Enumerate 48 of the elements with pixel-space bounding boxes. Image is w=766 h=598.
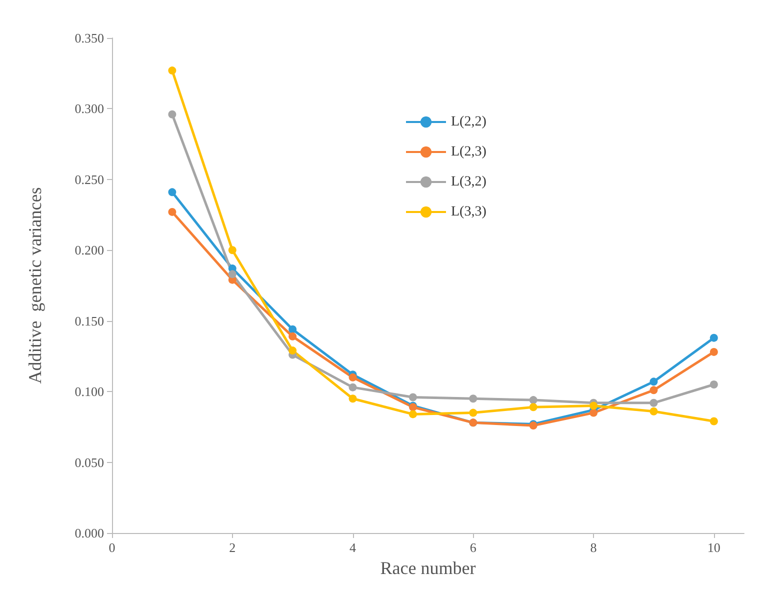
- y-tick-label: 0.050: [74, 454, 104, 470]
- legend-label: L(2,2): [451, 114, 487, 130]
- point: [650, 398, 658, 407]
- point: [288, 332, 297, 340]
- point: [288, 325, 297, 334]
- point: [710, 417, 718, 426]
- y-tick-label: 0.300: [74, 101, 104, 116]
- legend-label: L(3,2): [451, 174, 487, 190]
- point: [168, 110, 176, 118]
- point: [408, 410, 417, 418]
- point: [650, 407, 658, 416]
- x-tick-label: 0: [108, 540, 116, 555]
- point: [348, 373, 357, 382]
- point: [469, 394, 478, 403]
- point: [288, 346, 297, 355]
- point: [710, 348, 718, 356]
- point: [529, 396, 538, 404]
- point: [228, 246, 236, 254]
- y-tick-label: 0.000: [74, 526, 104, 540]
- point: [710, 334, 718, 342]
- y-tick-label: 0.350: [74, 30, 104, 46]
- point: [590, 402, 598, 410]
- legend-label: L(2,3): [451, 144, 487, 160]
- point: [590, 408, 598, 417]
- point: [348, 394, 357, 403]
- x-tick-label: 6: [470, 540, 477, 555]
- y-tick-label: 0.250: [74, 172, 104, 187]
- point: [529, 403, 538, 412]
- point: [168, 208, 176, 216]
- point: [650, 378, 658, 386]
- point: [348, 383, 357, 392]
- point: [650, 386, 658, 394]
- point: [408, 393, 417, 402]
- legend-label: L(3,3): [451, 204, 487, 220]
- point: [168, 66, 176, 75]
- y-axis-title: Additive genetic variances: [25, 187, 45, 384]
- point: [228, 270, 236, 278]
- x-tick-label: 8: [590, 540, 597, 555]
- x-axis-title: Race number: [380, 558, 476, 578]
- y-tick-label: 0.100: [74, 384, 104, 400]
- point: [469, 408, 478, 417]
- x-tick-label: 4: [350, 540, 357, 555]
- point: [168, 188, 176, 196]
- x-tick-label: 2: [229, 540, 236, 555]
- x-tick-label: 10: [707, 540, 720, 555]
- point: [710, 380, 718, 388]
- y-tick-label: 0.150: [74, 313, 104, 328]
- y-tick-label: 0.200: [74, 242, 104, 258]
